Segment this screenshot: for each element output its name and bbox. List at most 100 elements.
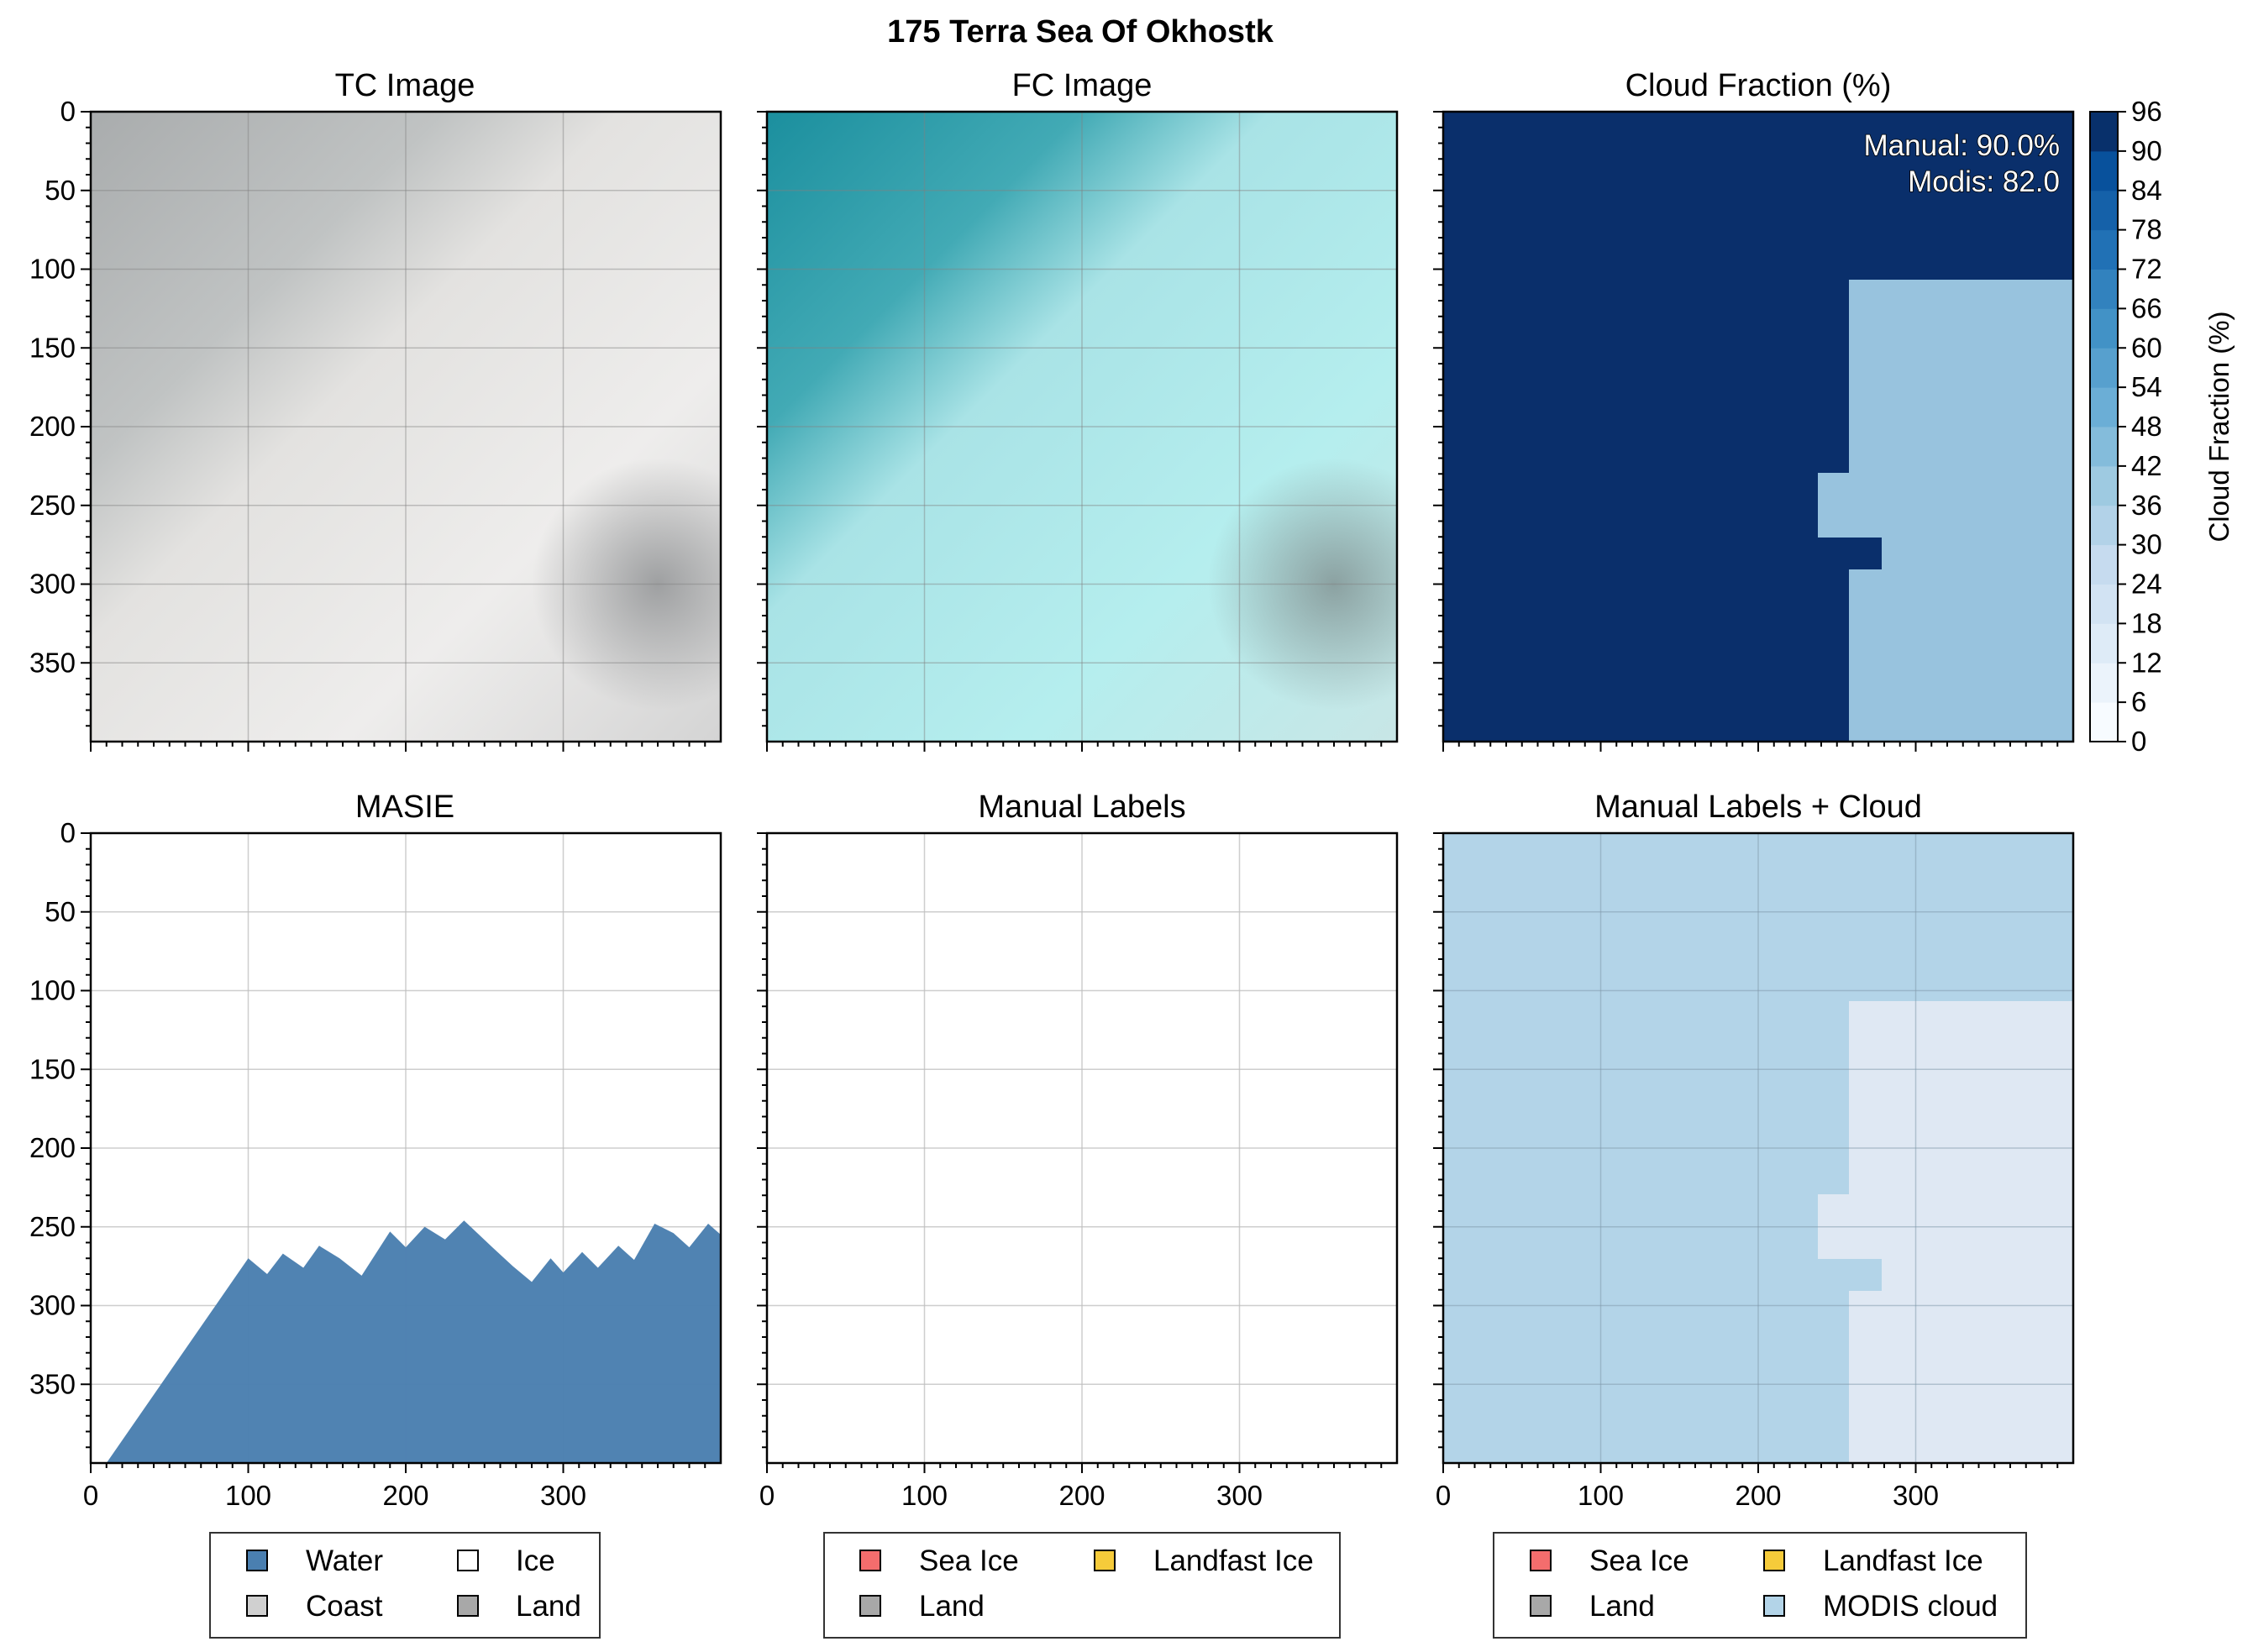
colorbar-tick-label: 42 [2131,450,2162,481]
y-tick-label: 350 [29,647,76,678]
colorbar-segment [2090,308,2118,349]
panel-manual-labels: Manual Labels 0 100 200 300 Sea Ice Landfas… [757,789,1399,1639]
axis-ticks: 0 50 100 150 200 250 300 350 [29,96,706,752]
colorbar-tick-label: 30 [2131,529,2162,560]
colorbar-tick-label: 78 [2131,214,2162,245]
x-tick-label: 100 [225,1480,271,1511]
colorbar-tick-label: 54 [2131,371,2162,402]
legend-swatch-landfast-ice [1094,1550,1116,1571]
colorbar-segment [2090,112,2118,152]
legend-swatch-land [1530,1595,1552,1617]
colorbar-segment [2090,623,2118,663]
legend-swatch-land [457,1595,479,1617]
colorbar-segment [2090,150,2118,191]
panel-fc-image: FC Image [757,68,1399,752]
panel-title: Manual Labels + Cloud [1594,789,1922,825]
y-tick-label: 150 [29,332,76,363]
colorbar-tick-label: 6 [2131,686,2146,717]
tc-dark-patch [91,112,721,742]
colorbar-segment [2090,190,2118,231]
y-tick-label: 300 [29,1290,76,1321]
x-tick-label: 300 [1893,1480,1939,1511]
y-tick-label: 250 [29,1211,76,1242]
axis-ticks: 0 100 200 300 [1433,832,2059,1511]
legend-frame [823,1532,1341,1639]
colorbar-tick-label: 18 [2131,607,2162,638]
axes-frame [1442,110,2075,743]
legend-swatch-water [246,1550,268,1571]
x-tick-label: 200 [382,1480,428,1511]
colorbar-segment [2090,387,2118,427]
figure-title: 175 Terra Sea Of Okhostk [887,14,1274,50]
legend-label: Land [516,1590,581,1623]
colorbar-tick-label: 36 [2131,490,2162,521]
panel-title: MASIE [355,789,454,825]
legend-label: Ice [516,1544,555,1577]
axes-frame [89,831,722,1465]
y-tick-label: 100 [29,254,76,285]
colorbar: 0 6 12 18 24 30 36 42 48 54 60 66 72 78 84 90 96 [2089,96,2162,757]
legend-frame [1493,1532,2027,1639]
x-tick-label: 100 [1578,1480,1624,1511]
colorbar-segment [2090,505,2118,546]
colorbar-tick-label: 72 [2131,254,2162,285]
axes-frame [765,831,1399,1465]
fc-dark-patch [767,112,1397,742]
panel-cloud-fraction: Cloud Fraction (%) Manual: 90.0% Modis: … [1433,68,2235,757]
x-tick-label: 200 [1735,1480,1781,1511]
legend-label: Water [306,1544,383,1577]
colorbar-tick-label: 60 [2131,332,2162,363]
colorbar-tick-label: 48 [2131,411,2162,442]
cloud-low-region [1818,280,2073,742]
annotation-manual: Manual: 90.0% [1864,129,2060,162]
colorbar-segment [2090,427,2118,467]
colorbar-tick-label: 66 [2131,292,2162,323]
colorbar-tick-label: 96 [2131,96,2162,127]
panel-title: FC Image [1012,68,1153,103]
axes-frame [765,110,1399,743]
y-tick-label: 50 [45,896,76,927]
legend-swatch-modis-cloud [1763,1595,1785,1617]
y-tick-label: 0 [60,96,76,127]
colorbar-segment [2090,663,2118,703]
x-tick-label: 300 [540,1480,586,1511]
grid [767,112,1397,742]
colorbar-tick-label: 90 [2131,135,2162,166]
legend-swatch-sea-ice [859,1550,881,1571]
legend-label: Sea Ice [919,1544,1019,1577]
y-tick-label: 250 [29,490,76,521]
colorbar-segment [2090,465,2118,506]
legend-manual: Sea Ice Landfast Ice Land [823,1532,1341,1639]
axes-frame [89,110,722,743]
legend-label: Landfast Ice [1823,1544,1983,1577]
panel-title: Manual Labels [978,789,1185,825]
panel-manual-labels-cloud: Manual Labels + Cloud 0 100 200 300 Sea Ice… [1433,789,2075,1639]
y-tick-label: 100 [29,975,76,1006]
grid [767,833,1397,1463]
legend-swatch-landfast-ice [1763,1550,1785,1571]
grid [91,112,721,742]
colorbar-segment [2090,229,2118,270]
legend-masie: Water Ice Coast Land [209,1532,601,1639]
legend-label: Land [919,1590,985,1623]
x-tick-label: 200 [1058,1480,1105,1511]
legend-label: Landfast Ice [1153,1544,1314,1577]
y-tick-label: 150 [29,1053,76,1084]
legend-label: Coast [306,1590,383,1623]
colorbar-segment [2090,348,2118,388]
axis-ticks [757,111,1383,752]
y-tick-label: 0 [60,817,76,848]
y-tick-label: 200 [29,1132,76,1163]
y-tick-label: 300 [29,569,76,600]
x-tick-label: 0 [1436,1480,1451,1511]
y-tick-label: 50 [45,175,76,206]
y-tick-label: 350 [29,1368,76,1399]
panel-title: TC Image [335,68,475,103]
x-tick-label: 0 [83,1480,98,1511]
colorbar-segment [2090,702,2118,742]
colorbar-tick-label: 12 [2131,647,2162,678]
x-tick-label: 300 [1216,1480,1263,1511]
colorbar-tick-label: 24 [2131,569,2162,600]
colorbar-tick-label: 84 [2131,175,2162,206]
colorbar-tick-label: 0 [2131,726,2146,757]
